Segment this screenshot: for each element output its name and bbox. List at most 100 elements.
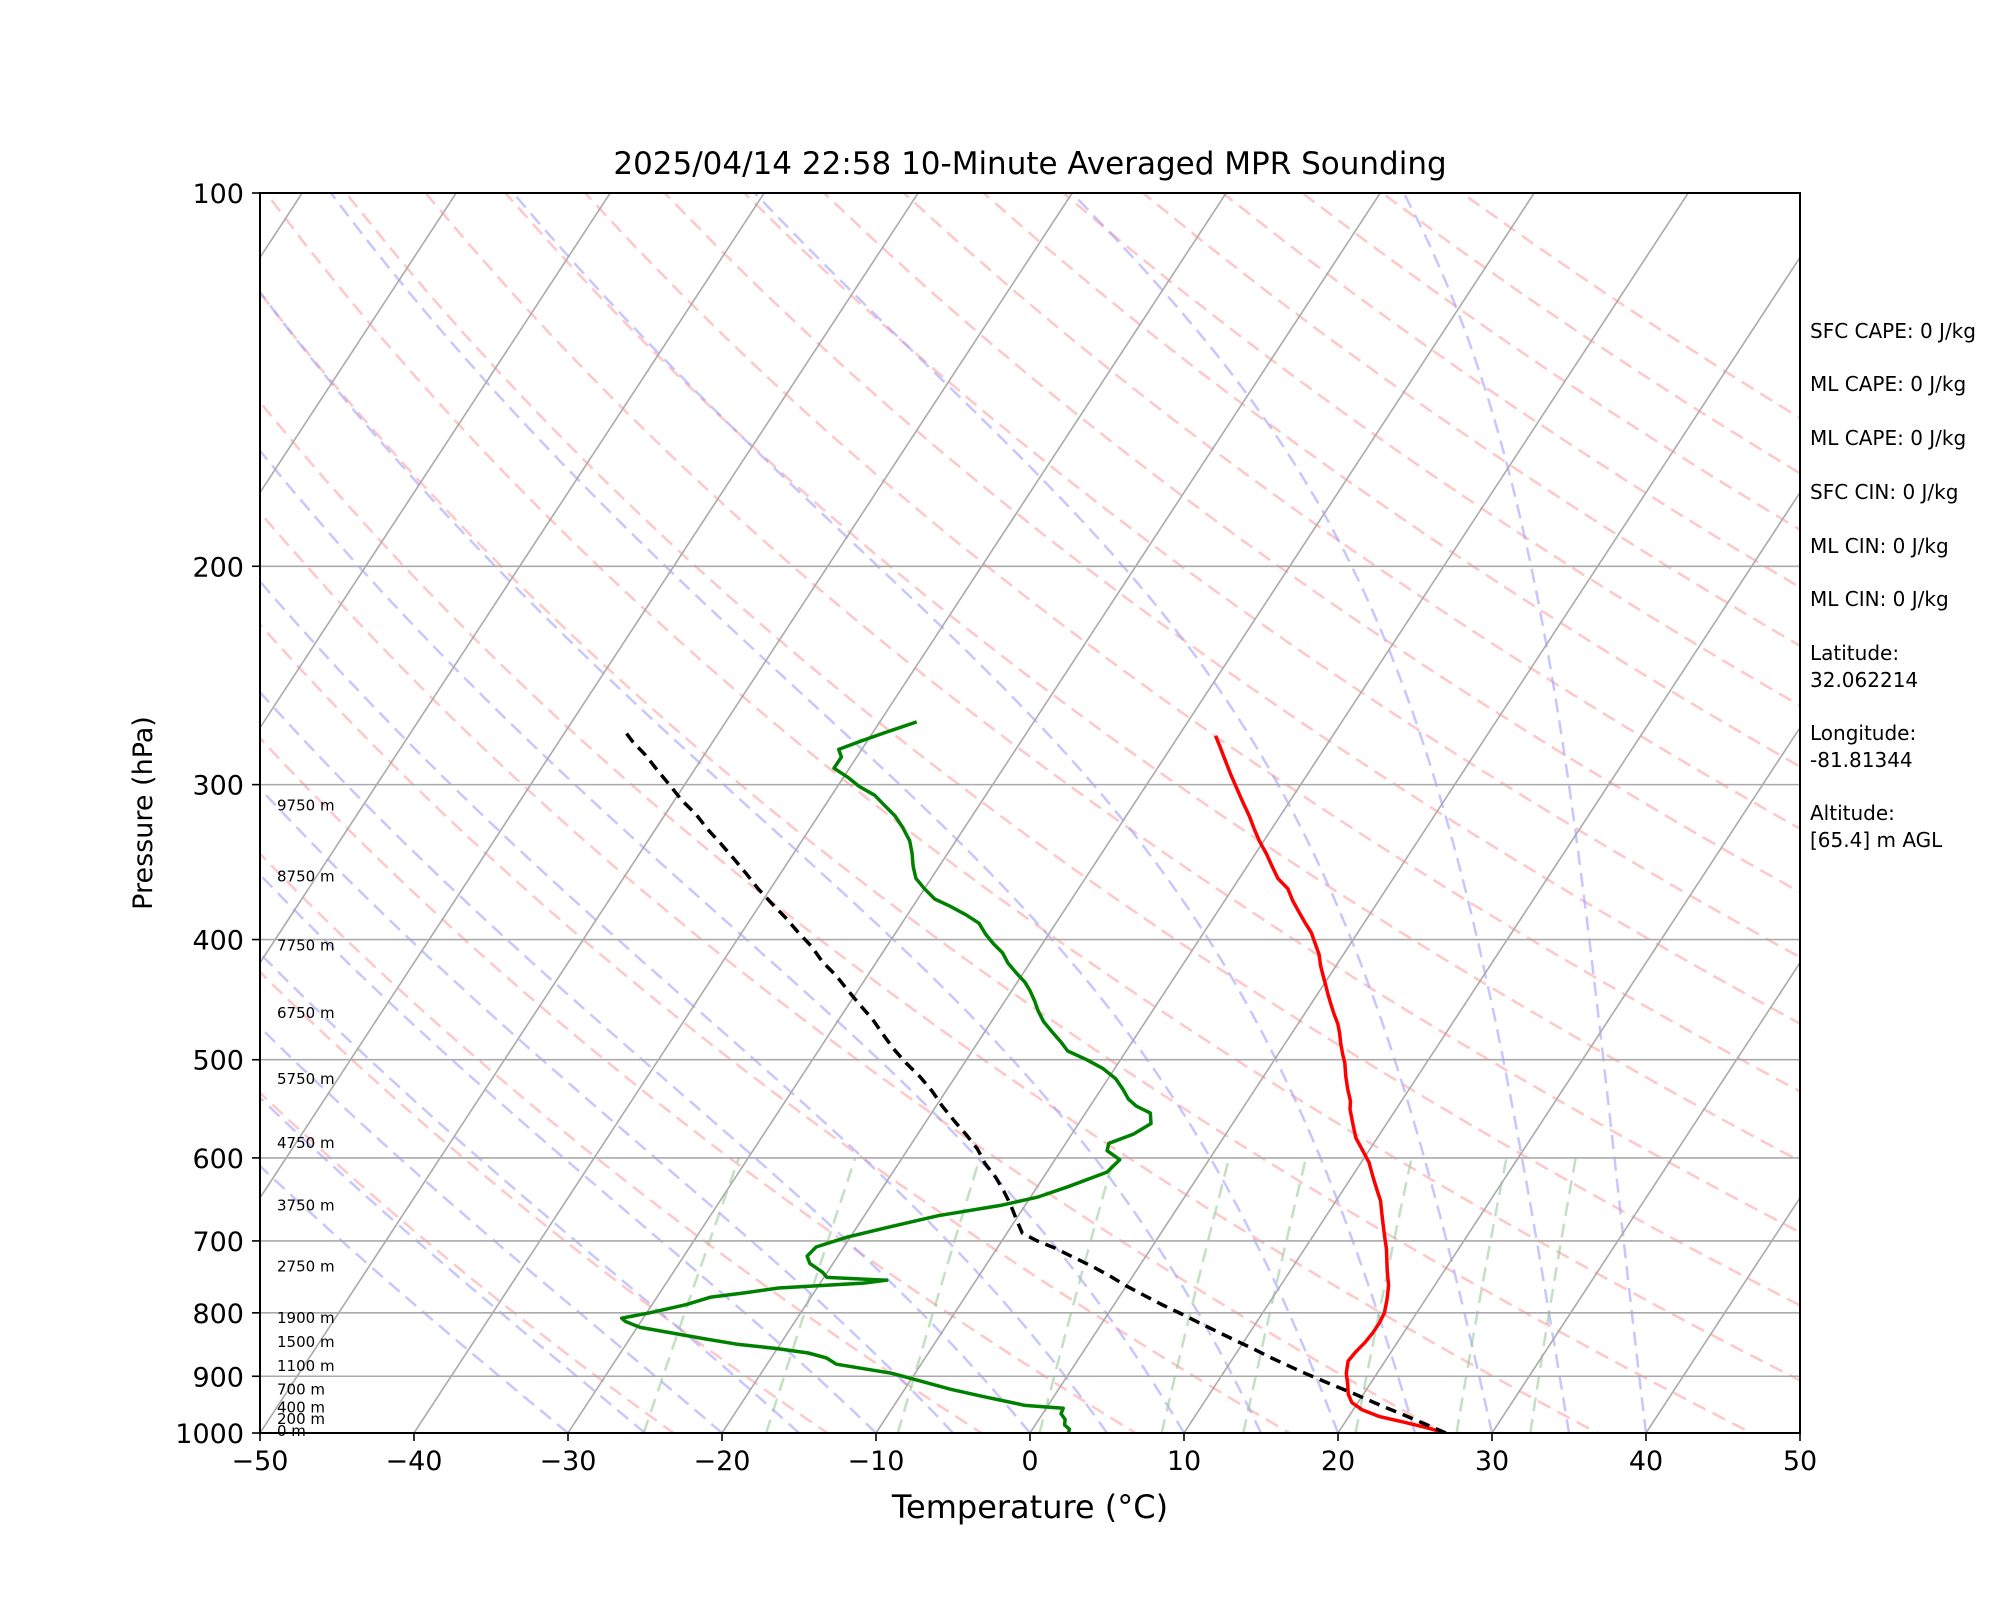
x-axis-label: Temperature (°C): [891, 1488, 1168, 1526]
x-tick-label: −20: [694, 1446, 751, 1477]
moist-adiabat-line: [1402, 193, 1648, 1433]
y-tick-label: 800: [192, 1299, 244, 1330]
moist-adiabat-line: [260, 579, 1109, 1433]
height-label: 1100 m: [277, 1357, 335, 1375]
height-label: 400 m: [277, 1398, 325, 1416]
isotherm-line: [1491, 961, 1800, 1433]
height-label: 4750 m: [277, 1134, 335, 1152]
x-tick-label: 30: [1475, 1446, 1509, 1477]
dry-adiabat-line: [260, 970, 830, 1433]
y-tick-label: 200: [192, 552, 244, 583]
dewpoint-profile-line: [619, 720, 1153, 1433]
dry-adiabat-line: [584, 193, 1800, 1093]
moist-adiabat-line: [329, 193, 1340, 1433]
moist-adiabat-line: [260, 1025, 723, 1433]
y-tick-label: 300: [192, 771, 244, 802]
ml-cin-text-2: ML CIN: 0 J/kg: [1810, 587, 1949, 611]
y-axis-label: Pressure (hPa): [128, 716, 159, 910]
height-label: 6750 m: [277, 1004, 335, 1022]
dry-adiabat-line: [260, 622, 1292, 1433]
longitude-text: Longitude: -81.81344: [1810, 721, 1917, 772]
sfc-cin-text: SFC CIN: 0 J/kg: [1810, 480, 1959, 504]
mixing-ratio-line: [896, 1157, 982, 1433]
altitude-text: Altitude: [65.4] m AGL: [1810, 801, 1943, 852]
x-tick-label: −40: [386, 1446, 443, 1477]
dry-adiabat-line: [504, 193, 1800, 1163]
height-label: 0 m: [277, 1422, 306, 1440]
isotherm-line: [260, 193, 458, 495]
x-tick-label: −50: [232, 1446, 289, 1477]
moist-adiabat-line: [260, 1164, 569, 1433]
isotherm-line: [1029, 255, 1800, 1433]
isotherm-line: [0, 165, 12, 1459]
isotherm-line: [721, 193, 1536, 1433]
y-tick-label: 600: [192, 1144, 244, 1175]
y-tick-label: 1000: [175, 1419, 244, 1450]
y-axis-ticks: 100 200 300 400 500 600 700 800 900 1000: [175, 179, 260, 1450]
isotherm-line: [260, 193, 766, 965]
isotherm-line: [260, 193, 1074, 1433]
height-label: 200 m: [277, 1410, 325, 1428]
dry-adiabat-line: [982, 193, 1800, 769]
mixing-ratio-line: [642, 1157, 741, 1433]
moist-adiabat-line: [260, 690, 1031, 1433]
y-tick-label: 900: [192, 1362, 244, 1393]
height-label: 8750 m: [277, 867, 335, 885]
x-tick-label: 40: [1629, 1446, 1663, 1477]
height-label: 1500 m: [277, 1333, 335, 1351]
dry-adiabat-line: [260, 290, 1755, 1433]
mixing-ratio-line: [1529, 1157, 1577, 1433]
height-label: 3750 m: [277, 1197, 335, 1215]
x-tick-label: 0: [1021, 1446, 1038, 1477]
isotherm-line: [567, 193, 1382, 1433]
moist-adiabat-line: [1070, 193, 1571, 1433]
height-label: 2750 m: [277, 1258, 335, 1276]
y-tick-label: 100: [192, 179, 244, 210]
dry-adiabat-line: [663, 193, 1800, 1025]
ml-cape-text-2: ML CAPE: 0 J/kg: [1810, 426, 1967, 450]
ml-cin-text: ML CIN: 0 J/kg: [1810, 534, 1949, 558]
x-tick-label: 20: [1321, 1446, 1355, 1477]
dry-adiabat-line: [265, 193, 1800, 1382]
latitude-text: Latitude: 32.062214: [1810, 641, 1919, 692]
x-tick-label: 50: [1783, 1446, 1817, 1477]
pressure-gridlines: [260, 192, 1800, 1434]
x-tick-label: 10: [1167, 1446, 1201, 1477]
isotherm-line: [1645, 1196, 1800, 1433]
plot-frame: [259, 192, 1801, 1434]
ml-cape-text: ML CAPE: 0 J/kg: [1810, 372, 1967, 396]
height-label: 7750 m: [277, 937, 335, 955]
dry-adiabat-line: [823, 193, 1800, 894]
dry-adiabat-line: [424, 193, 1800, 1234]
isotherm-line: [875, 193, 1690, 1433]
isotherm-line: [260, 193, 612, 730]
height-label: 9750 m: [277, 796, 335, 814]
isotherm-line: [1183, 491, 1800, 1433]
dry-adiabat-line: [260, 510, 1447, 1433]
temperature-profile-line: [1213, 735, 1447, 1433]
moist-adiabat-line: [260, 786, 954, 1433]
x-tick-label: −10: [848, 1446, 905, 1477]
moist-adiabat-line: [260, 290, 1263, 1433]
parcel-profile-line: [623, 730, 1447, 1433]
moist-adiabat-line: [260, 951, 800, 1433]
mixing-ratio-line: [765, 1157, 857, 1433]
moist-adiabat-line: [260, 872, 877, 1433]
background-lines: [0, 165, 1800, 1459]
mixing-ratio-line: [1038, 1157, 1116, 1433]
chart-title: 2025/04/14 22:58 10-Minute Averaged MPR …: [613, 146, 1446, 182]
isotherm-line: [1337, 726, 1800, 1433]
x-tick-label: −30: [540, 1446, 597, 1477]
sounding-series: [619, 720, 1447, 1433]
y-tick-label: 400: [192, 926, 244, 957]
dry-adiabat-line: [260, 736, 1138, 1433]
y-tick-label: 700: [192, 1227, 244, 1258]
y-tick-label: 500: [192, 1046, 244, 1077]
dry-adiabat-line: [743, 193, 1800, 959]
moist-adiabat-line: [260, 448, 1186, 1433]
dry-adiabat-line: [344, 193, 1800, 1307]
moist-adiabat-line: [512, 193, 1417, 1433]
height-label: 5750 m: [277, 1070, 335, 1088]
